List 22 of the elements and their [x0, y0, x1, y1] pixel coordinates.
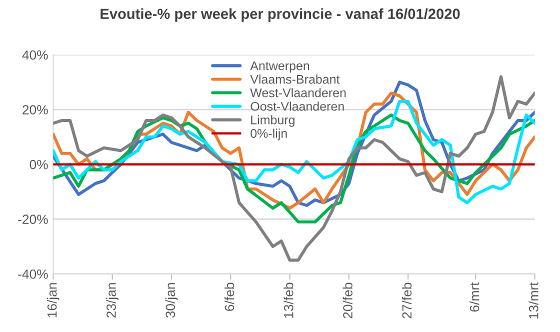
x-tick-label: 6/mrt: [470, 282, 480, 312]
y-tick-label: -40%: [18, 269, 48, 279]
legend-label: Vlaams-Brabant: [250, 74, 340, 84]
legend-label: 0%-lijn: [250, 128, 287, 140]
x-tick-label: 6/feb: [224, 282, 234, 311]
x-tick-label: 27/feb: [402, 282, 412, 318]
legend-label: West-Vlaanderen: [250, 88, 346, 98]
x-tick-label: 30/jan: [165, 283, 178, 318]
legend-label: Limburg: [251, 115, 294, 127]
x-tick-label: 23/jan: [106, 283, 118, 318]
x-tick-label: 16/jan: [47, 283, 60, 318]
legend-label: Antwerpen: [250, 61, 310, 73]
chart-title: Evoutie-% per week per provincie - vanaf 16/01/2020: [100, 8, 460, 22]
x-tick-label: 20/feb: [342, 282, 352, 318]
x-tick-label: 13/mrt: [528, 282, 538, 319]
y-tick-label: -20%: [18, 214, 48, 224]
line-series: [53, 75, 535, 262]
y-tick-label: 40%: [22, 50, 48, 60]
legend-label: Oost-Vlaanderen: [250, 102, 344, 111]
y-tick-label: 0%: [30, 160, 48, 170]
y-tick-label: 20%: [22, 105, 48, 114]
x-tick-label: 13/feb: [284, 282, 294, 318]
